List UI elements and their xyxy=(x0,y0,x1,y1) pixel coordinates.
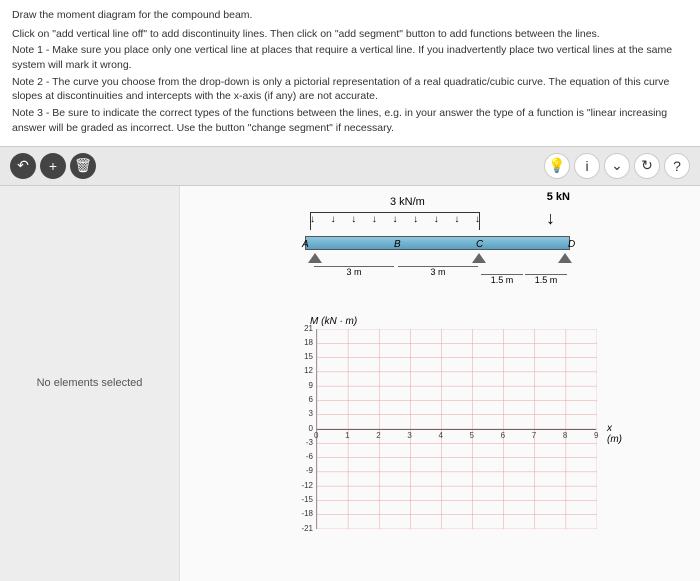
y-tick: 12 xyxy=(291,366,313,375)
help-icon[interactable]: ? xyxy=(664,153,690,179)
instructions-panel: Draw the moment diagram for the compound… xyxy=(0,0,700,146)
y-tick: -21 xyxy=(291,524,313,533)
y-tick: -9 xyxy=(291,466,313,475)
y-tick: 15 xyxy=(291,352,313,361)
beam-body xyxy=(305,236,570,250)
x-axis xyxy=(317,429,596,430)
y-tick: -15 xyxy=(291,495,313,504)
x-tick: 6 xyxy=(501,431,505,440)
dim-4: 1.5 m xyxy=(525,274,567,285)
x-tick: 3 xyxy=(407,431,411,440)
selection-status: No elements selected xyxy=(37,377,143,389)
distributed-arrows: ↓↓↓↓↓↓↓↓↓ xyxy=(310,214,480,225)
y-tick: 3 xyxy=(291,409,313,418)
x-tick: 8 xyxy=(563,431,567,440)
y-tick: 9 xyxy=(291,381,313,390)
note-2: Note 2 - The curve you choose from the d… xyxy=(12,75,688,104)
distributed-load-label: 3 kN/m xyxy=(390,196,425,208)
y-tick: -18 xyxy=(291,509,313,518)
support-a-icon xyxy=(308,250,322,260)
dim-3: 1.5 m xyxy=(481,274,523,285)
x-axis-label: x (m) xyxy=(607,423,622,445)
point-force-label: 5 kN xyxy=(547,191,570,203)
y-tick: -12 xyxy=(291,481,313,490)
x-tick: 1 xyxy=(345,431,349,440)
note-3: Note 3 - Be sure to indicate the correct… xyxy=(12,106,688,135)
note-0: Click on "add vertical line off" to add … xyxy=(12,27,688,42)
point-c: C xyxy=(476,239,483,250)
add-icon[interactable]: + xyxy=(40,153,66,179)
title: Draw the moment diagram for the compound… xyxy=(12,8,688,23)
delete-icon[interactable]: 🗑 xyxy=(70,153,96,179)
support-c-icon xyxy=(472,250,486,260)
point-b: B xyxy=(394,239,401,250)
toolbar: ↶ + 🗑 💡 i ⌄ ↻ ? xyxy=(0,146,700,186)
point-d: D xyxy=(568,239,575,250)
beam-diagram: 3 kN/m 5 kN ↓ ↓↓↓↓↓↓↓↓↓ A B C D 3 m 3 m … xyxy=(290,196,590,306)
refresh-icon[interactable]: ↻ xyxy=(634,153,660,179)
support-d-icon xyxy=(558,250,572,260)
y-tick: 21 xyxy=(291,324,313,333)
graph-grid[interactable]: 211815129630-3-6-9-12-15-18-21 012345678… xyxy=(316,329,596,529)
x-tick: 5 xyxy=(470,431,474,440)
x-tick: 9 xyxy=(594,431,598,440)
y-tick: 0 xyxy=(291,424,313,433)
sidebar-panel: No elements selected xyxy=(0,186,180,581)
x-tick: 4 xyxy=(438,431,442,440)
chevron-down-icon[interactable]: ⌄ xyxy=(604,153,630,179)
workspace: No elements selected 3 kN/m 5 kN ↓ ↓↓↓↓↓… xyxy=(0,186,700,581)
y-tick: 6 xyxy=(291,395,313,404)
x-tick: 0 xyxy=(314,431,318,440)
bulb-icon[interactable]: 💡 xyxy=(544,153,570,179)
note-1: Note 1 - Make sure you place only one ve… xyxy=(12,43,688,72)
undo-icon[interactable]: ↶ xyxy=(10,153,36,179)
y-tick: -3 xyxy=(291,438,313,447)
x-tick: 2 xyxy=(376,431,380,440)
x-tick: 7 xyxy=(532,431,536,440)
moment-graph[interactable]: M (kN · m) 211815129630-3-6-9-12-15-18-2… xyxy=(280,316,600,529)
y-tick: -6 xyxy=(291,452,313,461)
info-icon[interactable]: i xyxy=(574,153,600,179)
dim-2: 3 m xyxy=(398,266,478,277)
force-arrow-icon: ↓ xyxy=(546,208,555,229)
y-axis-label: M (kN · m) xyxy=(310,316,600,327)
point-a: A xyxy=(302,239,309,250)
y-tick: 18 xyxy=(291,338,313,347)
dim-1: 3 m xyxy=(314,266,394,277)
drawing-canvas[interactable]: 3 kN/m 5 kN ↓ ↓↓↓↓↓↓↓↓↓ A B C D 3 m 3 m … xyxy=(180,186,700,581)
